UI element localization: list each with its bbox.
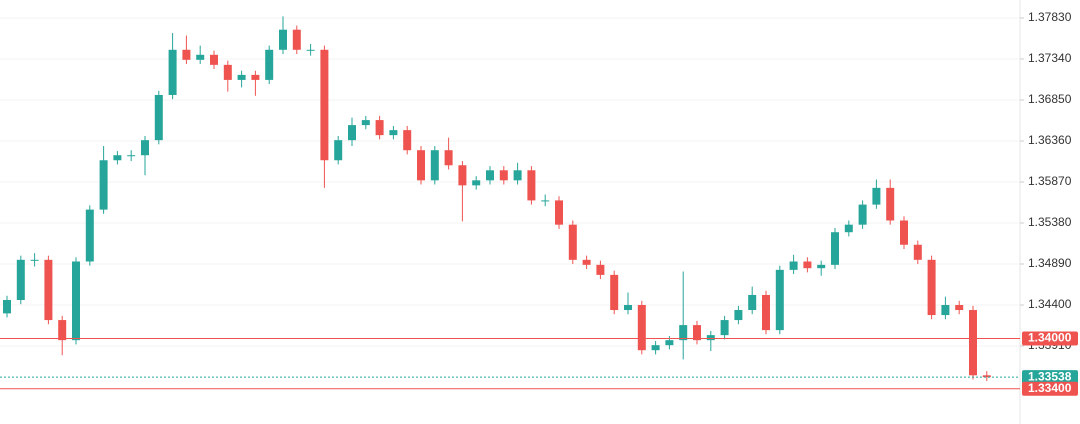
price-level-label: 1.33538 [1028,369,1072,383]
candle-body [430,150,439,181]
candle-body [886,187,895,221]
candle-body [858,204,867,225]
candle-body [720,320,729,336]
candle-body [72,261,80,341]
candle-body [610,274,619,311]
candle-body [30,259,39,261]
candle-body [182,49,191,60]
candle-body [706,335,715,341]
candle-body [320,49,329,161]
candle-body [693,325,701,341]
candle-body [872,187,881,205]
y-tick-label: 1.35380 [1028,215,1072,229]
candle-body [582,259,591,265]
candle-body [279,29,287,50]
candle-body [969,310,977,376]
candle-body [913,244,922,260]
candle-body [141,140,149,156]
candle-body [403,130,412,151]
candle-body [679,325,688,341]
candle-body [375,120,384,136]
candle-body [637,305,646,351]
y-tick-label: 1.37340 [1028,51,1072,65]
candle-body [651,345,660,351]
candle-body [58,320,67,341]
candle-body [306,49,315,51]
candle-body [389,130,398,136]
candle-body [251,74,260,80]
candle-body [417,150,425,181]
candle-body [16,259,25,300]
candle-body [955,305,964,311]
candle-body [568,224,577,260]
price-level-tag [1022,331,1078,346]
candle-body [444,150,453,166]
candle-body [499,170,508,181]
candle-body [3,299,11,314]
candle-body [734,310,743,321]
candle-body [762,294,770,331]
candle-body [941,305,950,316]
price-level-tag [1022,381,1078,396]
candle-body [486,170,494,181]
candle-body [596,264,605,275]
candle-body [624,305,632,311]
y-tick-label: 1.36850 [1028,92,1072,106]
candle-body [237,74,246,80]
y-tick-label: 1.37830 [1028,10,1072,24]
candle-body [789,261,798,270]
candle-body [113,155,122,161]
candle-body [265,49,274,80]
candle-body [527,170,536,201]
y-tick-label: 1.34890 [1028,256,1072,270]
candle-body [472,180,481,186]
candle-body [292,29,301,50]
candle-body [334,140,343,161]
candle-body [513,170,522,181]
candle-body [817,264,826,269]
price-level-label: 1.33400 [1028,381,1072,395]
candle-body [775,269,784,331]
candle-body [458,165,467,186]
candle-body [85,209,94,262]
candle-body [831,232,839,265]
candle-body [541,200,550,202]
candle-body [168,49,177,95]
candle-body [555,200,563,225]
price-level-label: 1.34000 [1028,331,1072,345]
candle-body [927,259,936,316]
candle-body [748,294,757,311]
candle-body [223,64,232,80]
candle-body [803,261,812,269]
price-level-tag [1022,370,1078,385]
candle-body [44,259,53,321]
y-tick-label: 1.35870 [1028,174,1072,188]
candle-body [665,340,674,346]
candle-body [127,155,136,157]
candle-body [196,54,205,60]
candle-body [361,120,370,126]
candle-body [982,375,991,378]
candle-body [210,54,218,65]
candle-body [844,224,853,233]
y-tick-label: 1.36360 [1028,133,1072,147]
candle-body [348,125,356,141]
y-tick-label: 1.34400 [1028,297,1072,311]
candle-body [99,160,108,210]
candle-body [900,220,908,245]
candle-body [154,94,163,141]
